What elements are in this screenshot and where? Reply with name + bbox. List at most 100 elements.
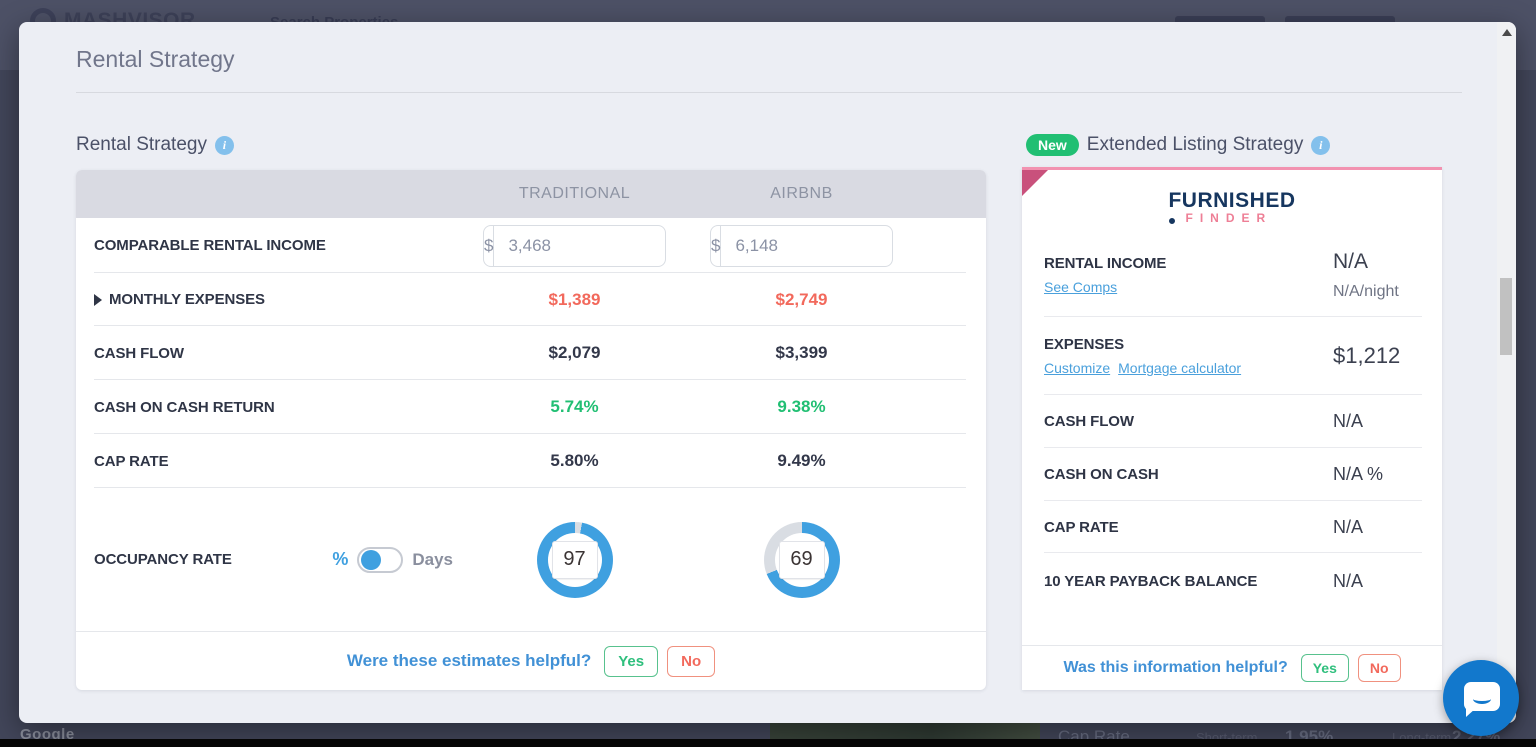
payback-balance-value: N/A (1333, 570, 1364, 591)
table-row-cash-on-cash-return: CASH ON CASH RETURN 5.74% 9.38% (76, 380, 986, 434)
airbnb-occupancy-value[interactable]: 69 (778, 540, 825, 579)
row-divider (1044, 394, 1422, 395)
toggle-knob (361, 549, 382, 570)
monthly-expenses-expander[interactable]: MONTHLY EXPENSES (76, 291, 461, 308)
table-row-comparable-rental-income: COMPARABLE RENTAL INCOME $ $ (76, 218, 986, 273)
chat-widget-button[interactable] (1443, 660, 1519, 736)
table-row-monthly-expenses: MONTHLY EXPENSES $1,389 $2,749 (76, 273, 986, 326)
traditional-income-input-group: $ (483, 224, 666, 267)
traditional-cash-on-cash: 5.74% (550, 397, 599, 416)
cash-flow-value: N/A (1333, 411, 1364, 431)
cap-rate-value: N/A (1333, 516, 1364, 537)
airbnb-cash-flow: $3,399 (775, 343, 828, 362)
info-icon[interactable] (214, 135, 234, 155)
mortgage-calculator-link[interactable]: Mortgage calculator (1118, 360, 1242, 376)
airbnb-income-input[interactable] (721, 225, 892, 266)
feedback-question: Were these estimates helpful? (346, 651, 592, 670)
traditional-cap-rate: 5.80% (550, 451, 599, 470)
traditional-monthly-expenses: $1,389 (548, 289, 601, 309)
cash-on-cash-value: N/A % (1333, 464, 1384, 484)
row-divider (94, 487, 966, 488)
modal-scrollbar[interactable] (1497, 22, 1516, 723)
rental-strategy-table: TRADITIONAL AIRBNB COMPARABLE RENTAL INC… (76, 170, 986, 690)
chat-smile-icon (1473, 694, 1491, 704)
background-property-photo (770, 723, 1040, 743)
row-label: CASH ON CASH RETURN (94, 398, 275, 416)
key-icon (1169, 218, 1176, 224)
information-no-button[interactable]: No (1357, 654, 1401, 682)
new-badge: New (1026, 134, 1079, 156)
row-label: CAP RATE (1044, 518, 1119, 536)
currency-prefix: $ (484, 225, 495, 266)
table-row-cash-flow: CASH FLOW $2,079 $3,399 (76, 326, 986, 380)
column-header-airbnb: AIRBNB (770, 185, 833, 202)
row-expenses: EXPENSES Customize Mortgage calculator $… (1022, 317, 1442, 395)
estimates-feedback-footer: Were these estimates helpful? Yes No (76, 631, 986, 690)
expand-arrow-icon (94, 293, 102, 306)
traditional-cash-flow: $2,079 (548, 343, 601, 362)
feedback-question: Was this information helpful? (1063, 659, 1288, 676)
row-label: CASH FLOW (94, 344, 184, 362)
row-divider (94, 379, 966, 380)
customize-link[interactable]: Customize (1044, 360, 1111, 376)
chat-bubble-icon (1464, 682, 1500, 717)
row-cash-flow: CASH FLOW N/A (1022, 395, 1442, 448)
table-header: TRADITIONAL AIRBNB (76, 170, 986, 218)
info-icon[interactable] (1311, 135, 1331, 155)
rental-income-nightly-value: N/A/night (1333, 283, 1399, 300)
row-10-year-payback: 10 YEAR PAYBACK BALANCE N/A (1022, 553, 1442, 609)
information-yes-button[interactable]: Yes (1300, 654, 1349, 682)
row-rental-income: RENTAL INCOME See Comps N/A N/A/night (1022, 234, 1442, 317)
row-divider (1044, 500, 1422, 501)
row-divider (94, 272, 966, 273)
corner-ribbon (1022, 170, 1048, 196)
row-divider (94, 433, 966, 434)
see-comps-link[interactable]: See Comps (1044, 278, 1118, 295)
expenses-value: $1,212 (1333, 343, 1401, 368)
row-label: CAP RATE (94, 452, 169, 470)
logo-line1: FURNISHED (1168, 189, 1296, 212)
traditional-income-input[interactable] (494, 225, 665, 266)
furnished-finder-logo: FURNISHED FINDER (1022, 170, 1442, 234)
days-label: Days (412, 549, 453, 569)
extended-listing-card: FURNISHED FINDER RENTAL INCOME See Comps… (1022, 167, 1442, 690)
estimates-no-button[interactable]: No (667, 645, 716, 677)
traditional-occupancy-value[interactable]: 97 (551, 540, 598, 579)
row-label: OCCUPANCY RATE (94, 551, 232, 568)
table-row-cap-rate: CAP RATE 5.80% 9.49% (76, 434, 986, 488)
google-watermark: Google (20, 726, 75, 743)
modal-title: Rental Strategy (76, 46, 235, 72)
row-divider (1044, 316, 1422, 317)
logo-line2: FINDER (1185, 211, 1273, 225)
airbnb-cash-on-cash: 9.38% (777, 397, 826, 416)
table-row-occupancy-rate: OCCUPANCY RATE % Days 97 69 (76, 488, 986, 631)
rental-income-value: N/A (1333, 250, 1369, 273)
row-label: MONTHLY EXPENSES (109, 291, 265, 308)
row-divider (1044, 447, 1422, 448)
airbnb-cap-rate: 9.49% (777, 451, 826, 470)
percent-label: % (332, 549, 349, 569)
airbnb-income-input-group: $ (710, 224, 893, 267)
traditional-occupancy-donut: 97 (536, 521, 613, 598)
left-section-heading: Rental Strategy (76, 134, 234, 156)
rental-strategy-modal: Rental Strategy Rental Strategy TRADITIO… (19, 22, 1516, 723)
scrollbar-thumb[interactable] (1500, 278, 1512, 355)
title-divider (76, 92, 1462, 93)
currency-prefix: $ (711, 225, 722, 266)
left-heading-text: Rental Strategy (76, 134, 207, 155)
right-section-heading: New Extended Listing Strategy (1026, 134, 1331, 156)
row-label: RENTAL INCOME (1044, 254, 1167, 272)
row-label: EXPENSES (1044, 336, 1125, 353)
column-header-traditional: TRADITIONAL (518, 185, 631, 202)
row-cash-on-cash: CASH ON CASH N/A % (1022, 448, 1442, 501)
right-heading-text: Extended Listing Strategy (1086, 134, 1304, 155)
airbnb-monthly-expenses: $2,749 (775, 289, 828, 309)
row-label: 10 YEAR PAYBACK BALANCE (1044, 572, 1258, 590)
row-label: COMPARABLE RENTAL INCOME (94, 237, 326, 254)
estimates-yes-button[interactable]: Yes (604, 645, 659, 677)
background-bottom-strip (0, 739, 1536, 747)
scroll-up-arrow-icon[interactable] (1502, 29, 1512, 36)
percent-days-toggle[interactable] (357, 546, 404, 573)
information-feedback-footer: Was this information helpful? Yes No (1022, 645, 1442, 690)
